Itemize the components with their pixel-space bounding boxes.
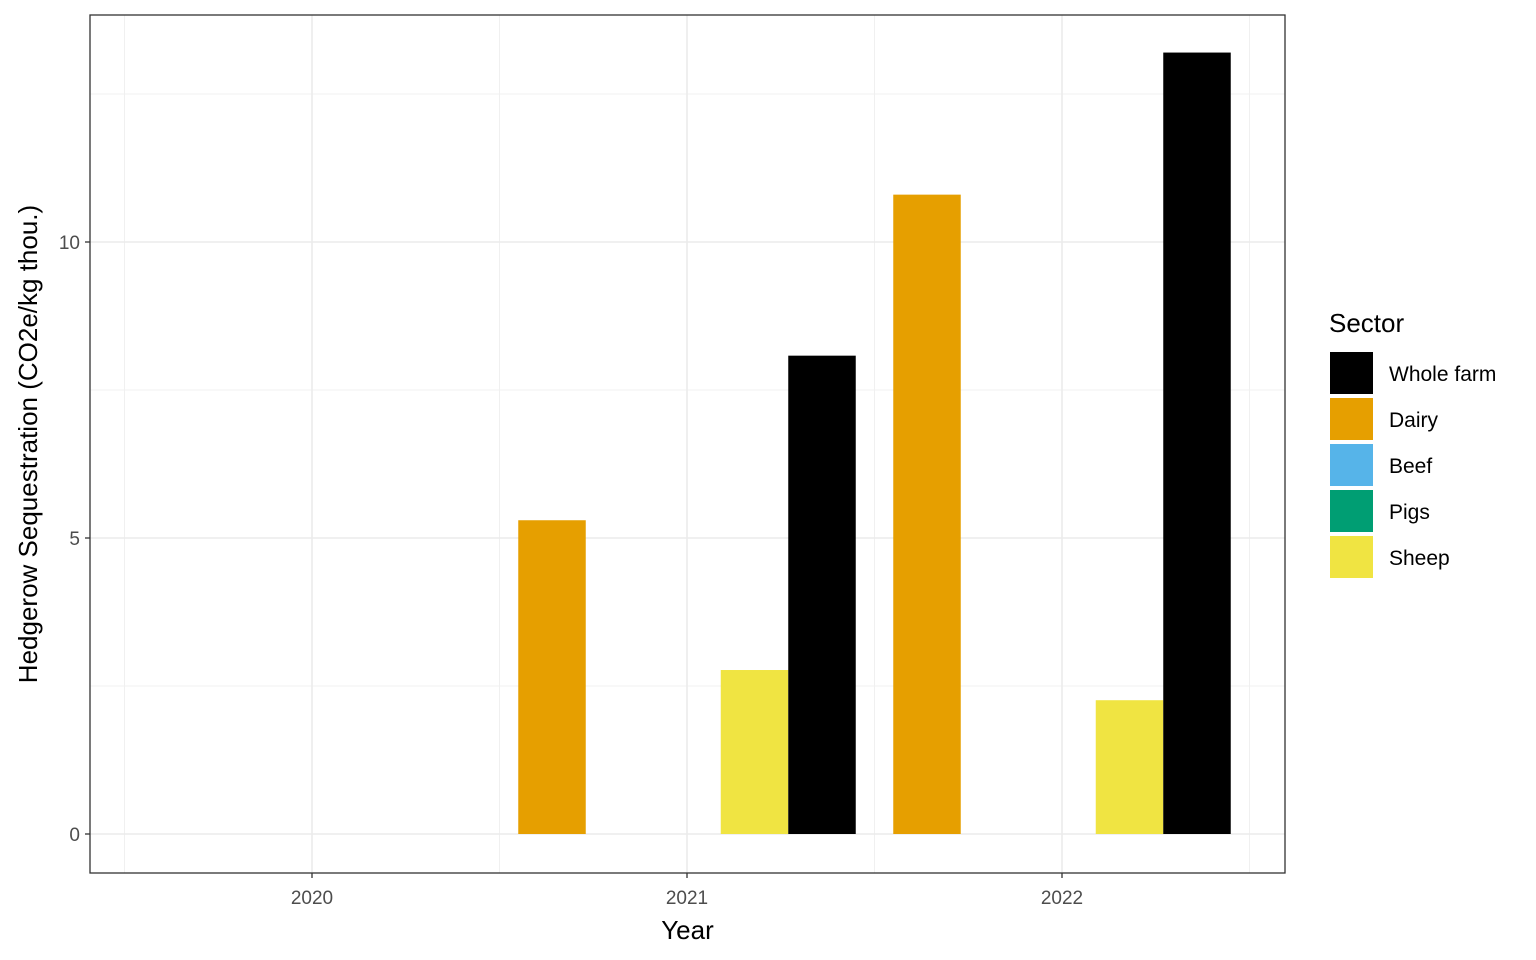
bar-sheep [1095,700,1164,834]
x-tick-label: 2022 [1041,888,1083,909]
legend-swatch-dairy [1330,398,1373,440]
y-tick-label: 10 [59,233,80,254]
bars [518,52,1231,835]
y-tick-label: 0 [69,825,80,846]
legend-title: Sector [1329,308,1404,338]
x-tick-label: 2020 [291,888,333,909]
x-tick-label: 2021 [666,888,708,909]
legend-swatch-whole-farm [1330,352,1373,394]
legend-label-dairy: Dairy [1389,409,1439,432]
axes: 0 5 10 2020 2021 2022 [59,233,1083,909]
y-axis-title: Hedgerow Sequestration (CO2e/kg thou.) [13,205,43,683]
bar-dairy [518,520,586,834]
legend-label-whole-farm: Whole farm [1389,363,1496,386]
x-axis-title: Year [661,915,714,945]
grid [90,15,1285,873]
legend-label-sheep: Sheep [1389,547,1450,570]
bar-sheep [720,670,789,834]
y-tick-label: 5 [69,529,80,550]
bar-whole-farm [788,355,856,834]
legend-swatch-beef [1330,444,1373,486]
legend-label-pigs: Pigs [1389,501,1430,524]
bar-whole-farm [1163,52,1231,835]
legend-swatch-pigs [1330,490,1373,532]
legend-label-beef: Beef [1389,455,1432,478]
legend-swatch-sheep [1330,536,1373,578]
legend: Sector Whole farm Dairy Beef Pigs Sheep [1329,308,1496,578]
bar-dairy [893,194,961,834]
